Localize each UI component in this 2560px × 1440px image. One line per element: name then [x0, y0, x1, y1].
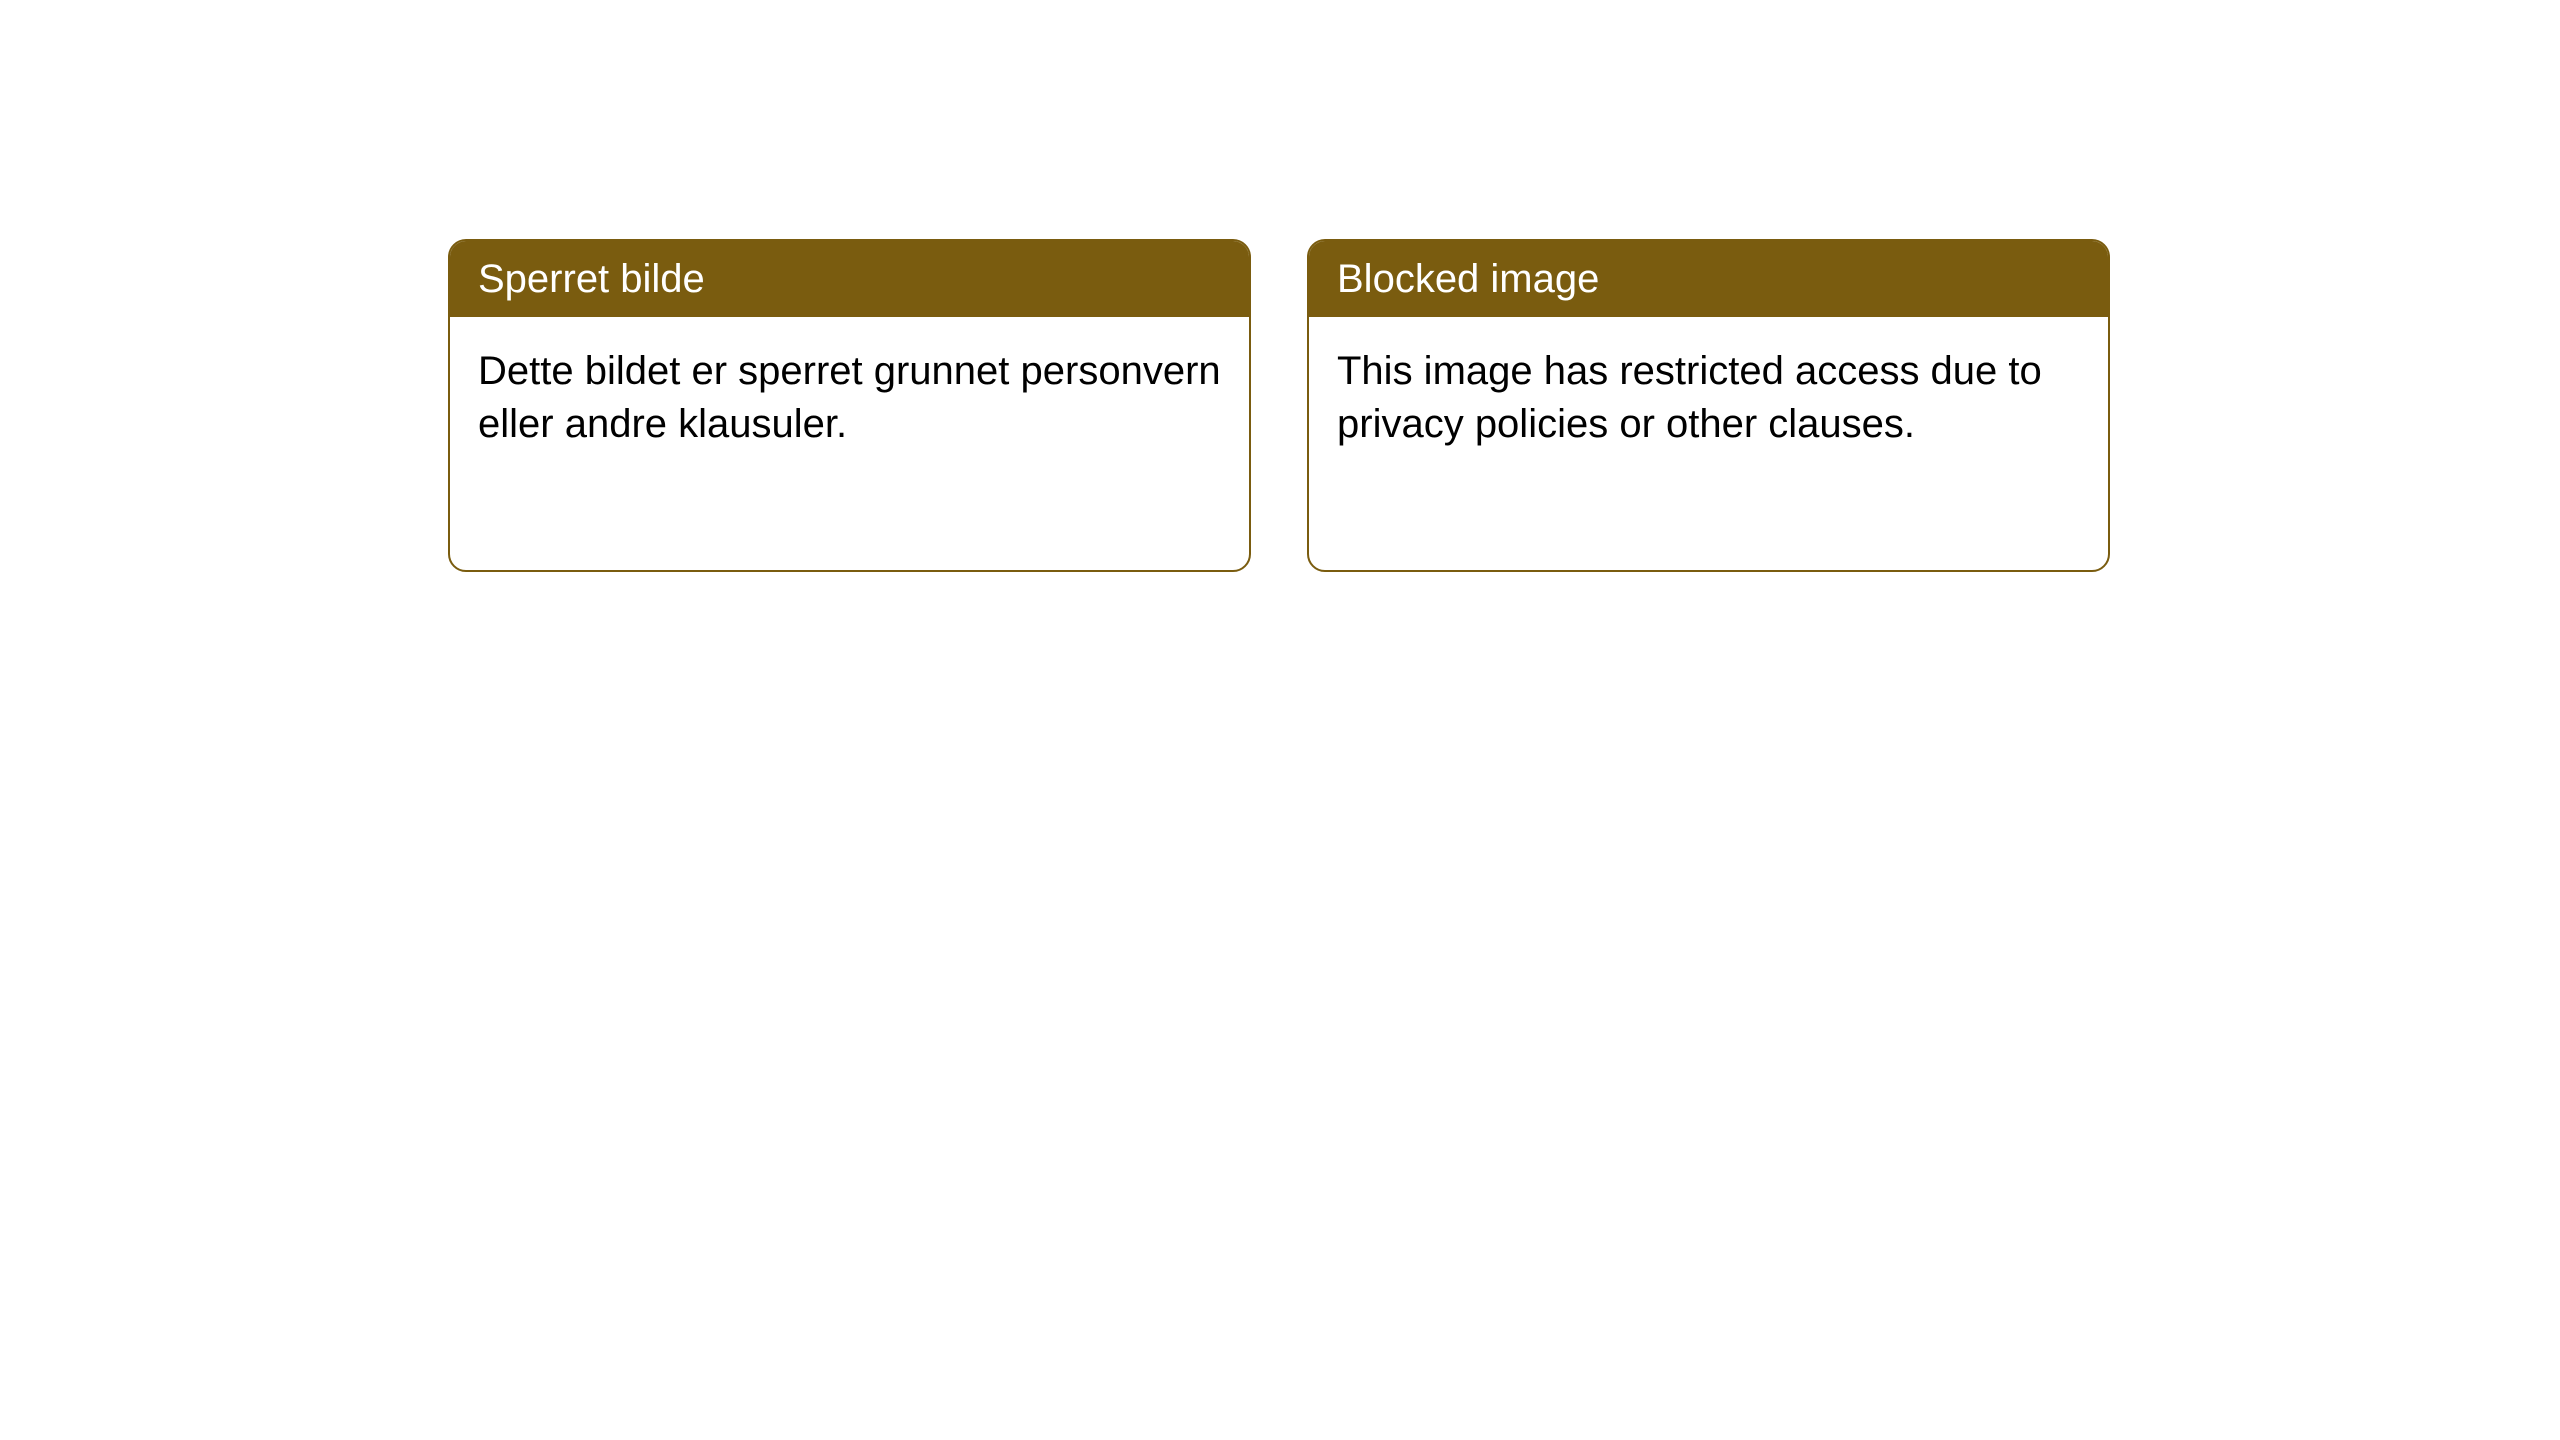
notice-header: Sperret bilde — [450, 241, 1249, 317]
notice-container: Sperret bilde Dette bildet er sperret gr… — [0, 0, 2560, 572]
notice-title: Sperret bilde — [478, 257, 705, 301]
notice-body-text: This image has restricted access due to … — [1337, 349, 2042, 446]
notice-title: Blocked image — [1337, 257, 1599, 301]
notice-card-norwegian: Sperret bilde Dette bildet er sperret gr… — [448, 239, 1251, 572]
notice-header: Blocked image — [1309, 241, 2108, 317]
notice-body: This image has restricted access due to … — [1309, 317, 2108, 479]
notice-card-english: Blocked image This image has restricted … — [1307, 239, 2110, 572]
notice-body: Dette bildet er sperret grunnet personve… — [450, 317, 1249, 479]
notice-body-text: Dette bildet er sperret grunnet personve… — [478, 349, 1221, 446]
